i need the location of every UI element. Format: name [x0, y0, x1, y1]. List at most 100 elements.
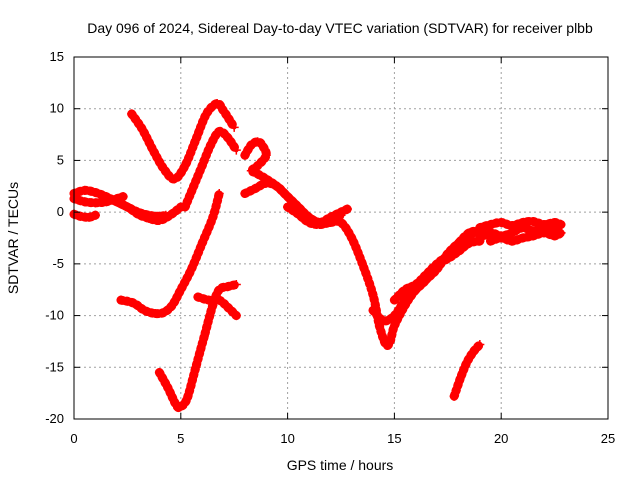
data-point [214, 285, 224, 295]
data-point [167, 300, 177, 310]
y-tick-label: -20 [45, 411, 64, 426]
data-point [246, 166, 256, 176]
data-point [400, 295, 410, 305]
data-point [272, 181, 282, 191]
plot-frame [73, 56, 609, 420]
data-point [191, 135, 201, 145]
x-tick-label: 20 [494, 431, 508, 446]
series-arc-9 [193, 292, 241, 321]
data-point [229, 122, 239, 132]
series-arc-17 [475, 216, 566, 233]
data-point [368, 305, 378, 315]
data-point [165, 210, 175, 220]
data-point [556, 228, 566, 238]
data-point [193, 292, 203, 302]
x-axis-label: GPS time / hours [287, 457, 394, 473]
series-arc-12 [283, 202, 485, 351]
series-arc-7 [116, 189, 224, 319]
data-point [357, 259, 367, 269]
data-point [496, 233, 506, 243]
data-point [507, 236, 517, 246]
data-point [176, 402, 186, 412]
data-point [468, 347, 478, 357]
data-point [206, 140, 216, 150]
data-point [283, 192, 293, 202]
data-point [496, 217, 506, 227]
data-point [257, 140, 267, 150]
data-point [449, 391, 459, 401]
data-point [90, 198, 100, 208]
data-point [518, 233, 528, 243]
data-point [389, 321, 399, 331]
data-point [389, 295, 399, 305]
data-point [528, 216, 538, 226]
y-tick-label: 10 [50, 101, 64, 116]
data-point [212, 99, 222, 109]
y-tick-label: 0 [57, 204, 64, 219]
x-tick-label: 5 [177, 431, 184, 446]
axis-ticks: 0 5 10 15 20 25 -20 -15 -10 -5 0 5 10 15 [45, 49, 615, 446]
data-point [475, 233, 485, 243]
data-point [368, 290, 378, 300]
data-point [456, 373, 466, 383]
data-point [163, 383, 173, 393]
data-point [137, 124, 147, 134]
data-point [223, 282, 233, 292]
data-point [464, 228, 474, 238]
data-point [159, 164, 169, 174]
data-point [154, 367, 164, 377]
data-point [251, 168, 261, 178]
data-point [80, 185, 90, 195]
data-point [251, 183, 261, 193]
data-point [127, 109, 137, 119]
data-point [486, 236, 496, 246]
x-tick-label: 10 [280, 431, 294, 446]
data-point [389, 311, 399, 321]
data-point [122, 202, 132, 212]
y-tick-label: -10 [45, 308, 64, 323]
data-point [90, 210, 100, 220]
data-point [556, 220, 566, 230]
data-point [90, 187, 100, 197]
data-point [550, 217, 560, 227]
data-point [148, 145, 158, 155]
data-point [118, 192, 128, 202]
data-point [180, 202, 190, 212]
data-point [261, 178, 271, 188]
data-point [107, 195, 117, 205]
data-point [421, 269, 431, 279]
data-point [293, 209, 303, 219]
y-tick-label: 5 [57, 152, 64, 167]
data-point [197, 161, 207, 171]
data-point [240, 189, 250, 199]
data-point [172, 401, 182, 411]
data-point [464, 238, 474, 248]
data-series [69, 98, 566, 413]
x-tick-label: 25 [601, 431, 615, 446]
y-tick-label: -5 [52, 256, 64, 271]
data-point [231, 145, 241, 155]
series-arc-14 [389, 236, 485, 305]
data-point [240, 150, 250, 160]
data-point [443, 254, 453, 264]
chart-title: Day 096 of 2024, Sidereal Day-to-day VTE… [87, 20, 593, 36]
series-arc-15 [449, 340, 485, 401]
series-line-markers [127, 98, 239, 184]
data-point [139, 305, 149, 315]
data-point [182, 393, 192, 403]
data-point [144, 213, 154, 223]
data-point [223, 133, 233, 143]
series-arc-18 [486, 228, 566, 246]
data-point [304, 217, 314, 227]
data-point [539, 228, 549, 238]
data-point [325, 217, 335, 227]
data-point [336, 217, 346, 227]
data-point [507, 221, 517, 231]
data-point [539, 220, 549, 230]
series-arc-4 [107, 195, 186, 225]
y-axis-label: SDTVAR / TECUs [5, 182, 21, 294]
data-point [204, 295, 214, 305]
y-tick-label: 15 [50, 49, 64, 64]
data-point [486, 220, 496, 230]
data-point [214, 295, 224, 305]
